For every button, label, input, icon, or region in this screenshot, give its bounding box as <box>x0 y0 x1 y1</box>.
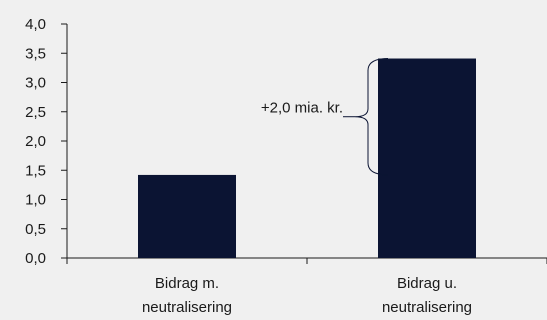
x-category-label: neutralisering <box>142 299 232 316</box>
y-tick-label: 1,0 <box>25 192 46 209</box>
x-category-label: neutralisering <box>382 299 472 316</box>
y-tick-label: 3,0 <box>25 75 46 92</box>
y-tick-label: 3,5 <box>25 45 46 62</box>
y-tick-label: 0,0 <box>25 250 46 267</box>
y-tick-label: 0,5 <box>25 221 46 238</box>
x-category-label: Bidrag u. <box>397 275 457 292</box>
y-tick-label: 1,5 <box>25 162 46 179</box>
bar <box>138 174 236 258</box>
x-category-label: Bidrag m. <box>155 275 219 292</box>
y-tick-label: 2,0 <box>25 133 46 150</box>
y-tick-label: 2,5 <box>25 104 46 121</box>
annotation-label: +2,0 mia. kr. <box>261 100 343 117</box>
bar <box>378 58 476 258</box>
y-tick-label: 4,0 <box>25 16 46 33</box>
